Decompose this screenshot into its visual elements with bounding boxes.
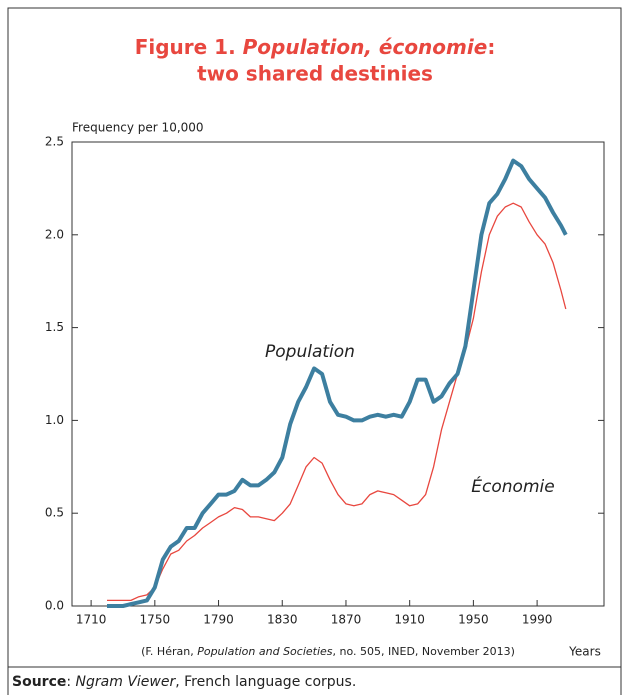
citation-part: Population and Societies bbox=[197, 645, 333, 658]
citation: (F. Héran, Population and Societies, no.… bbox=[141, 645, 515, 658]
title-part: Figure 1. bbox=[135, 35, 236, 59]
chart-title: Figure 1. Population, économie: bbox=[135, 35, 496, 59]
source-part: Source bbox=[12, 674, 66, 690]
y-axis-label: Frequency per 10,000 bbox=[72, 121, 204, 135]
annotation: Économie bbox=[471, 475, 554, 497]
y-tick-label: 2.5 bbox=[45, 135, 64, 149]
source-part: Ngram Viewer bbox=[76, 674, 177, 690]
x-axis-label: Years bbox=[568, 645, 601, 659]
chart-title: two shared destinies bbox=[197, 62, 433, 86]
title-part: : bbox=[487, 35, 495, 59]
y-tick-label: 2.0 bbox=[45, 227, 64, 241]
line-series bbox=[107, 158, 568, 608]
y-tick-label: 1.0 bbox=[45, 413, 64, 427]
y-tick-label: 0.0 bbox=[45, 599, 64, 613]
x-tick-label: 1870 bbox=[331, 613, 362, 627]
title-part: Population, économie bbox=[243, 35, 488, 59]
source-part: : bbox=[66, 674, 75, 690]
source-part: , French language corpus. bbox=[175, 674, 356, 690]
y-tick-label: 1.5 bbox=[45, 320, 64, 334]
x-tick-label: 1710 bbox=[76, 613, 107, 627]
plot-area bbox=[71, 141, 605, 607]
x-tick-label: 1910 bbox=[394, 613, 425, 627]
x-tick-label: 1750 bbox=[140, 613, 171, 627]
annotation: Population bbox=[265, 342, 355, 362]
x-tick-label: 1830 bbox=[267, 613, 298, 627]
y-tick-label: 0.5 bbox=[45, 506, 64, 520]
x-tick-label: 1950 bbox=[458, 613, 489, 627]
line-series bbox=[107, 202, 567, 602]
source: Source: Ngram Viewer, French language co… bbox=[12, 674, 356, 690]
frame bbox=[7, 7, 622, 695]
citation-part: , no. 505, INED, November 2013) bbox=[333, 645, 515, 658]
citation-part: (F. Héran, bbox=[141, 645, 194, 658]
x-tick-label: 1990 bbox=[522, 613, 553, 627]
x-tick-label: 1790 bbox=[203, 613, 234, 627]
